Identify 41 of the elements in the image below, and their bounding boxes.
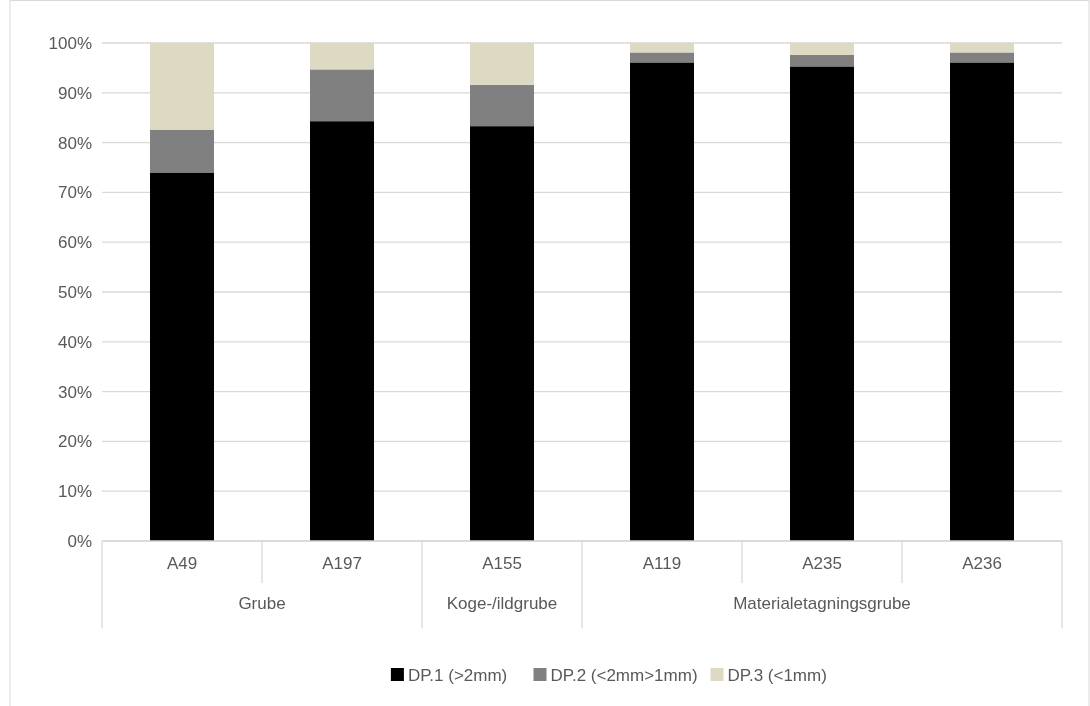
bar bbox=[950, 52, 1014, 63]
bar bbox=[950, 62, 1014, 541]
x-tick-label: A155 bbox=[482, 553, 522, 573]
bar bbox=[310, 69, 374, 122]
y-tick-label: 20% bbox=[57, 432, 92, 452]
bar bbox=[470, 84, 534, 127]
bar bbox=[150, 43, 214, 130]
y-tick-label: 100% bbox=[48, 33, 92, 53]
bar bbox=[310, 121, 374, 541]
bar bbox=[790, 43, 854, 55]
x-tick-label: A197 bbox=[322, 553, 362, 573]
bar bbox=[630, 52, 694, 63]
bar bbox=[150, 129, 214, 173]
text: Koge-/ildgrube bbox=[446, 593, 558, 613]
y-tick-label: 90% bbox=[57, 83, 92, 103]
text: Materialetagningsgrube bbox=[733, 593, 911, 613]
bar bbox=[470, 126, 534, 541]
x-tick-label: A119 bbox=[642, 553, 682, 573]
y-tick-label: 50% bbox=[57, 282, 92, 302]
text: Grube bbox=[238, 593, 286, 613]
y-tick-label: 30% bbox=[57, 382, 92, 402]
y-tick-label: 60% bbox=[57, 233, 92, 253]
bar bbox=[470, 43, 534, 85]
y-tick-label: 10% bbox=[57, 482, 92, 502]
y-tick-label: 0% bbox=[67, 531, 92, 551]
y-tick-label: 80% bbox=[57, 133, 92, 153]
bar bbox=[150, 172, 214, 541]
bar bbox=[310, 43, 374, 70]
bar bbox=[630, 43, 694, 53]
legend-label: DP.1 (>2mm) bbox=[407, 665, 508, 685]
legend-label: DP.3 (<1mm) bbox=[727, 665, 827, 685]
x-tick-label: A235 bbox=[802, 553, 842, 573]
x-tick-label: A236 bbox=[962, 553, 1002, 573]
bar bbox=[790, 54, 854, 67]
legend-label: DP.2 (<2mm>1mm) bbox=[550, 665, 698, 685]
x-tick-label: A49 bbox=[166, 553, 198, 573]
bar bbox=[630, 62, 694, 541]
y-tick-label: 40% bbox=[57, 332, 92, 352]
y-tick-label: 70% bbox=[57, 183, 92, 203]
bar bbox=[950, 43, 1014, 53]
bar bbox=[790, 66, 854, 541]
